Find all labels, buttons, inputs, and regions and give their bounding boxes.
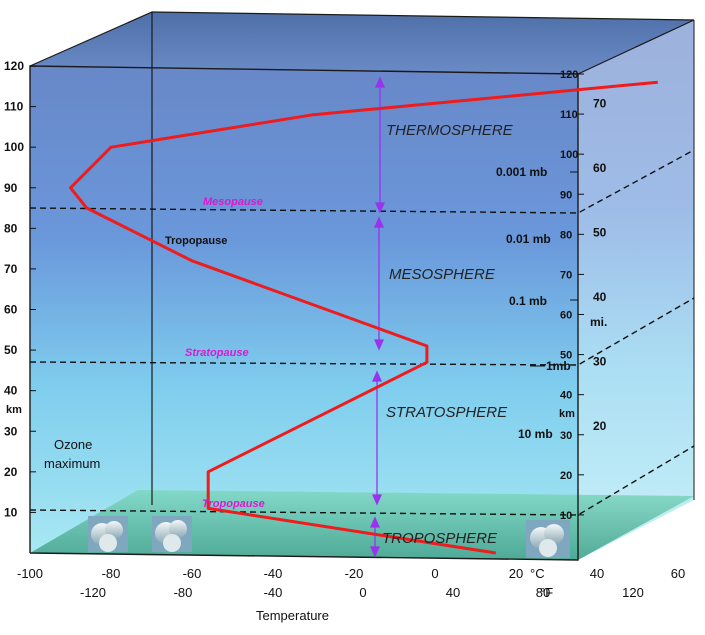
- left-axis-tick-label: 10: [4, 505, 18, 519]
- pressure-labels: 0.001 mb 0.01 mb 0.1 mb 1mb 10 mb: [496, 165, 578, 441]
- right-axis-km-tick-label: 20: [560, 470, 572, 482]
- temperature-profile-line: [69, 80, 658, 555]
- fahrenheit-tick-label: 80: [536, 585, 550, 600]
- pressure-1: 1mb: [546, 359, 571, 373]
- left-axis-tick-label: 120: [4, 59, 24, 73]
- right-axis-km-tick-label: 60: [560, 310, 572, 322]
- fahrenheit-tick-label: -120: [80, 585, 106, 600]
- right-axis-km-tick-label: 30: [560, 430, 572, 442]
- left-axis-tick-label: 90: [4, 181, 18, 195]
- right-axis-km-tick-label: 10: [560, 510, 572, 522]
- celsius-unit: °C: [530, 566, 545, 581]
- right-mi-axis: 70 60 50 40 30 20: [593, 97, 607, 433]
- celsius-tick-label: -20: [345, 566, 364, 581]
- right-axis-km-tick-label: 110: [560, 109, 578, 121]
- pressure-01: 0.1 mb: [509, 294, 547, 308]
- celsius-tick-label: 40: [590, 566, 604, 581]
- stratosphere-label: STRATOSPHERE: [386, 404, 508, 421]
- box-front-face: [30, 66, 578, 560]
- fahrenheit-tick-label: 120: [622, 585, 644, 600]
- box-top-face: [30, 12, 694, 74]
- left-axis: 120 110 100 90 80 70 60 50 40 30 20 10: [4, 59, 36, 519]
- right-axis-mi-tick-label: 40: [593, 290, 607, 304]
- right-axis-km-tick-label: 90: [560, 189, 572, 201]
- right-axis-mi-tick-label: 20: [593, 419, 607, 433]
- layer-arrows: [369, 76, 386, 558]
- cloud-icons: [88, 516, 570, 558]
- stratosphere-arrow: [371, 370, 383, 506]
- celsius-axis: -100 -80 -60 -40 -20 0 20 40 60: [17, 566, 685, 581]
- troposphere-label: TROPOSPHERE: [382, 530, 498, 547]
- fahrenheit-unit: °F: [540, 585, 553, 600]
- right-axis-km-unit: km: [559, 408, 575, 420]
- cloud-icon: [526, 520, 570, 558]
- ground-face: [30, 490, 694, 560]
- box-right-face: [578, 20, 694, 560]
- celsius-tick-label: -60: [183, 566, 202, 581]
- troposphere-arrow: [369, 516, 381, 558]
- pressure-10: 10 mb: [518, 427, 553, 441]
- left-axis-tick-label: 80: [4, 221, 18, 235]
- right-km-axis: 120 110 100 90 80 70 60 50 40 30 20 10: [560, 69, 584, 522]
- ozone-label-line1: Ozone: [54, 437, 92, 452]
- left-axis-tick-label: 30: [4, 424, 18, 438]
- celsius-tick-label: -80: [102, 566, 121, 581]
- celsius-tick-label: -100: [17, 566, 43, 581]
- mesosphere-label: MESOSPHERE: [389, 266, 496, 283]
- boundary-lines: [29, 149, 695, 516]
- cloud-icon: [88, 516, 128, 552]
- temperature-axis-title: Temperature: [256, 608, 329, 623]
- box-top-outline: [29, 11, 695, 75]
- right-axis-mi-tick-label: 50: [593, 226, 607, 240]
- mesopause-label: Mesopause: [203, 196, 263, 208]
- stratopause-label: Stratopause: [185, 347, 249, 359]
- stratopause-line: [29, 297, 695, 366]
- left-axis-tick-label: 100: [4, 140, 24, 154]
- cloud-icon: [152, 516, 192, 552]
- fahrenheit-tick-label: 40: [446, 585, 460, 600]
- left-axis-tick-label: 60: [4, 303, 18, 317]
- celsius-tick-label: -40: [264, 566, 283, 581]
- mesosphere-arrow: [373, 216, 385, 351]
- right-axis-mi-tick-label: 60: [593, 161, 607, 175]
- celsius-tick-label: 60: [671, 566, 685, 581]
- right-axis-km-tick-label: 80: [560, 229, 572, 241]
- left-axis-tick-label: 70: [4, 262, 18, 276]
- thermosphere-arrow: [374, 76, 386, 214]
- left-axis-tick-label: 50: [4, 343, 18, 357]
- fahrenheit-tick-label: -40: [264, 585, 283, 600]
- fahrenheit-tick-label: 0: [359, 585, 366, 600]
- left-axis-tick-label: 20: [4, 465, 18, 479]
- left-axis-unit: km: [6, 404, 22, 416]
- mesopause-line: [29, 149, 695, 214]
- fahrenheit-tick-label: -80: [174, 585, 193, 600]
- celsius-tick-label: 20: [509, 566, 523, 581]
- right-axis-km-tick-label: 40: [560, 390, 572, 402]
- right-axis-km-tick-label: 100: [560, 149, 578, 161]
- left-axis-tick-label: 40: [4, 384, 18, 398]
- pressure-001: 0.01 mb: [506, 232, 551, 246]
- tropopause-label: Tropopause: [202, 498, 265, 510]
- thermosphere-label: THERMOSPHERE: [386, 122, 514, 139]
- ozone-label-line2: maximum: [44, 456, 100, 471]
- fahrenheit-axis: -120 -80 -40 0 40 80 120: [80, 585, 644, 600]
- right-axis-km-tick-label: 50: [560, 350, 572, 362]
- right-axis-km-tick-label: 120: [560, 69, 578, 81]
- pressure-0001: 0.001 mb: [496, 165, 547, 179]
- right-axis-mi-unit: mi.: [590, 315, 607, 329]
- tropopause-line: [29, 445, 695, 516]
- right-axis-km-tick-label: 70: [560, 269, 572, 281]
- tropopause-upper-label: Tropopause: [165, 235, 227, 247]
- right-axis-mi-tick-label: 30: [593, 355, 607, 369]
- left-axis-tick-label: 110: [4, 100, 24, 114]
- right-axis-mi-tick-label: 70: [593, 97, 607, 111]
- celsius-tick-label: 0: [431, 566, 438, 581]
